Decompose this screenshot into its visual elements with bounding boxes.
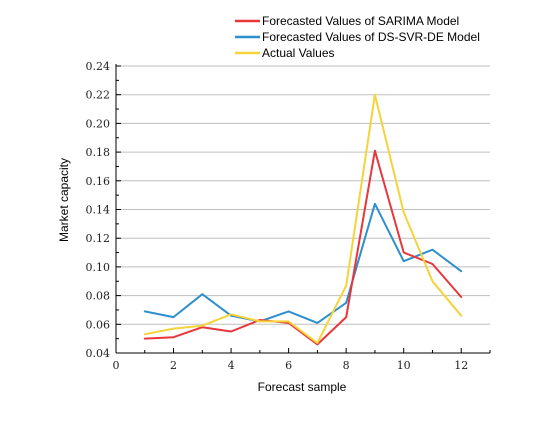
grid-lines bbox=[116, 65, 490, 325]
y-tick-label: 0.14 bbox=[86, 204, 111, 217]
y-tick-label: 0.08 bbox=[86, 290, 111, 303]
x-tick-label: 8 bbox=[343, 359, 350, 372]
x-tick-label: 6 bbox=[285, 359, 292, 372]
y-tick-label: 0.16 bbox=[86, 175, 111, 188]
x-tick-label: 2 bbox=[170, 359, 177, 372]
x-axis-title: Forecast sample bbox=[258, 380, 347, 394]
y-tick-label: 0.04 bbox=[86, 347, 111, 360]
legend-label: Forecasted Values of DS-SVR-DE Model bbox=[262, 30, 480, 44]
x-tick-label: 10 bbox=[397, 359, 411, 372]
axes: 0.04 0.06 0.08 0.10 0.12 0.14 0.16 0.18 0.20 0.22… bbox=[86, 60, 491, 372]
y-tick-label: 0.12 bbox=[86, 232, 111, 245]
legend: Forecasted Values of SARIMA Model Forecas… bbox=[235, 14, 480, 60]
y-tick-label: 0.10 bbox=[86, 261, 111, 274]
x-tick-label: 4 bbox=[228, 359, 235, 372]
legend-label: Actual Values bbox=[262, 46, 335, 60]
y-axis-title: Market capacity bbox=[57, 158, 71, 242]
y-tick-label: 0.24 bbox=[86, 60, 111, 73]
legend-label: Forecasted Values of SARIMA Model bbox=[262, 14, 459, 28]
series-line bbox=[143, 202, 463, 324]
x-tick-label: 0 bbox=[113, 359, 120, 372]
series-line bbox=[143, 149, 463, 346]
series-line bbox=[143, 93, 463, 344]
y-tick-label: 0.22 bbox=[86, 89, 111, 102]
y-tick-label: 0.20 bbox=[86, 117, 111, 130]
y-tick-label: 0.06 bbox=[86, 318, 111, 331]
x-tick-label: 12 bbox=[454, 359, 468, 372]
y-tick-label: 0.18 bbox=[86, 146, 111, 159]
series-lines bbox=[143, 93, 463, 346]
